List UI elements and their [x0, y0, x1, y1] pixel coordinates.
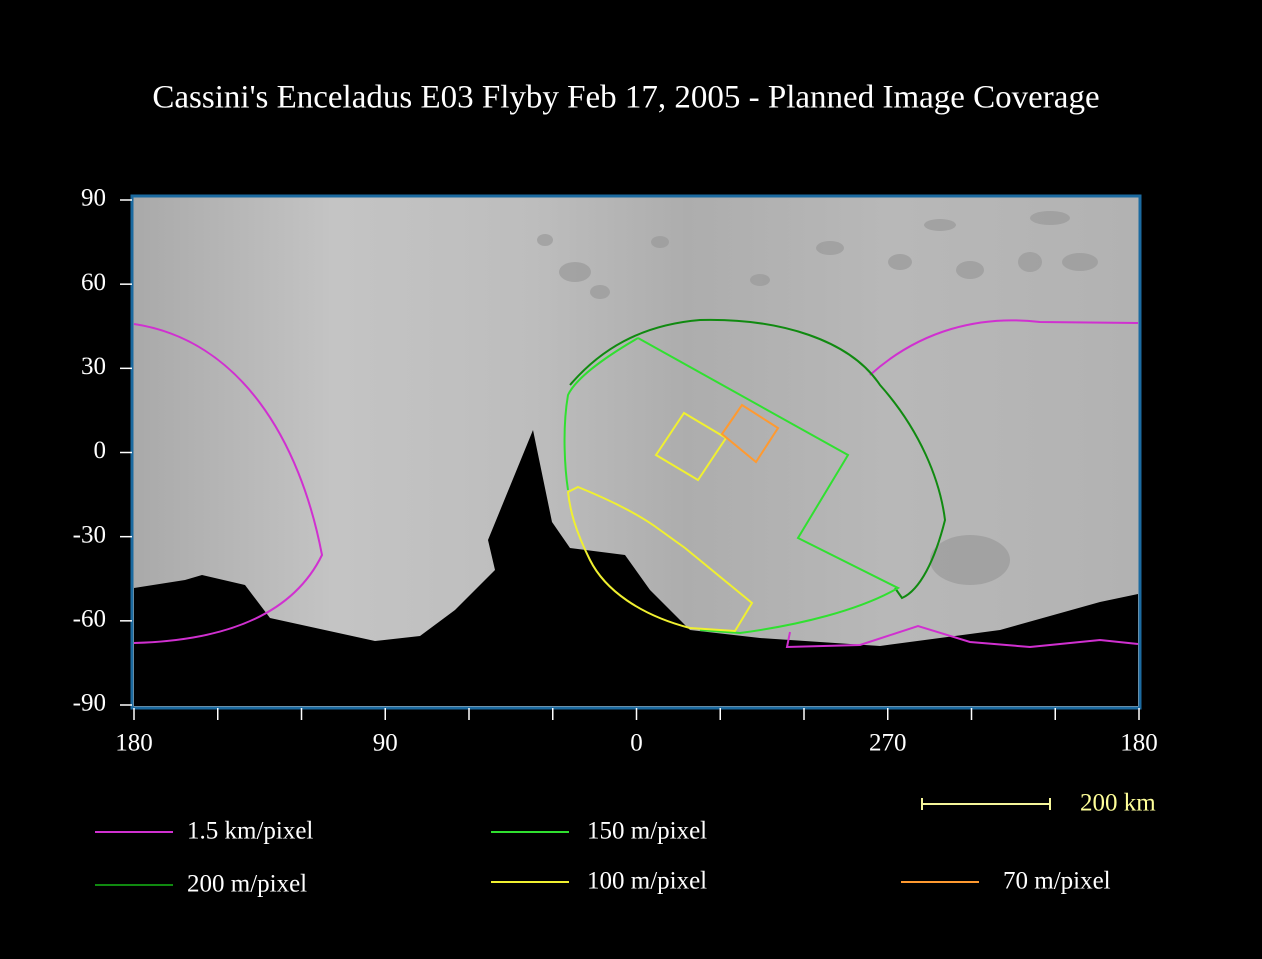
- x-tick-label: 90: [373, 730, 398, 757]
- coverage-outlines: [133, 318, 1139, 649]
- scale-label: 200 km: [1080, 790, 1156, 817]
- ticks: [120, 199, 1140, 720]
- x-tick-label: 270: [869, 730, 907, 757]
- y-tick-label: 0: [94, 437, 107, 464]
- scale-bar: 200 km: [921, 790, 1156, 817]
- x-tick-label: 0: [630, 730, 643, 757]
- x-tick-label: 180: [115, 730, 153, 757]
- y-tick-label: -30: [73, 521, 106, 548]
- y-tick-label: 60: [81, 269, 106, 296]
- x-tick-label: 180: [1120, 730, 1158, 757]
- legend-label: 70 m/pixel: [1003, 868, 1111, 895]
- legend-label: 100 m/pixel: [587, 868, 707, 895]
- legend-label: 1.5 km/pixel: [187, 818, 313, 845]
- no-data: [134, 430, 1138, 706]
- y-tick-label: -90: [73, 690, 106, 717]
- title: Cassini's Enceladus E03 Flyby Feb 17, 20…: [152, 80, 1099, 116]
- craters: [537, 211, 1098, 585]
- legend-label: 200 m/pixel: [187, 871, 307, 898]
- legend-label: 150 m/pixel: [587, 818, 707, 845]
- legend: 1.5 km/pixel 150 m/pixel 200 m/pixel 100 m/…: [95, 818, 1111, 898]
- y-tick-label: -60: [73, 606, 106, 633]
- map: [130, 194, 1142, 710]
- y-tick-label: 30: [81, 353, 106, 380]
- y-tick-label: 90: [81, 185, 106, 212]
